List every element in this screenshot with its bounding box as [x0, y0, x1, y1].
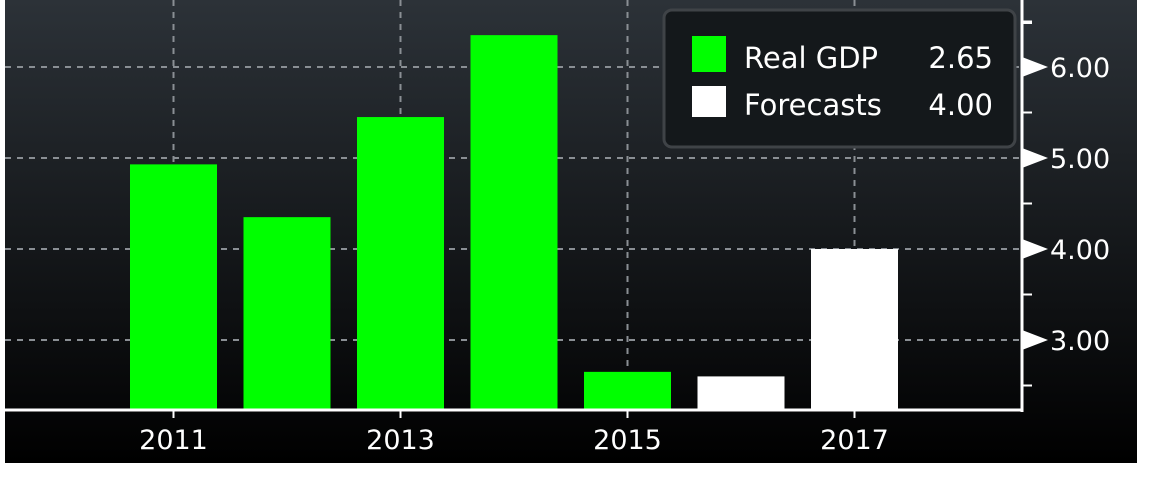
legend-value-real-gdp: 2.65	[928, 41, 993, 75]
bar-real-gdp-2012	[243, 217, 331, 410]
bar-real-gdp-2015	[584, 371, 671, 410]
y-tick-pointer	[1022, 57, 1048, 77]
x-tick-label: 2017	[820, 425, 889, 456]
legend-swatch-real-gdp	[692, 36, 726, 72]
legend-value-forecasts: 4.00	[928, 88, 993, 122]
bar-forecast-2016	[697, 376, 785, 410]
x-tick-label: 2011	[139, 425, 208, 456]
x-tick-label: 2013	[366, 425, 435, 456]
y-tick-label: 4.00	[1050, 235, 1110, 266]
y-tick-pointer	[1022, 330, 1048, 350]
x-tick-label: 2015	[593, 425, 662, 456]
legend-label-forecasts: Forecasts	[744, 88, 882, 122]
y-tick-label: 6.00	[1050, 53, 1110, 84]
legend-label-real-gdp: Real GDP	[744, 41, 878, 75]
y-axis-ticks: 3.00 4.00 5.00 6.00	[1022, 20, 1110, 387]
y-tick-label: 3.00	[1050, 326, 1110, 357]
bar-real-gdp-2011	[130, 164, 217, 410]
legend-swatch-forecasts	[692, 86, 726, 117]
x-axis-ticks: 2011 2013 2015 2017	[139, 410, 889, 456]
legend: Real GDP 2.65 Forecasts 4.00	[662, 8, 1017, 149]
bars	[130, 35, 898, 411]
bar-real-gdp-2013	[357, 117, 444, 411]
legend-box	[662, 8, 1017, 149]
y-tick-pointer	[1022, 239, 1048, 259]
bar-real-gdp-2014	[470, 35, 558, 411]
bar-forecast-2017	[811, 249, 898, 410]
y-tick-pointer	[1022, 148, 1048, 168]
y-tick-label: 5.00	[1050, 144, 1110, 175]
